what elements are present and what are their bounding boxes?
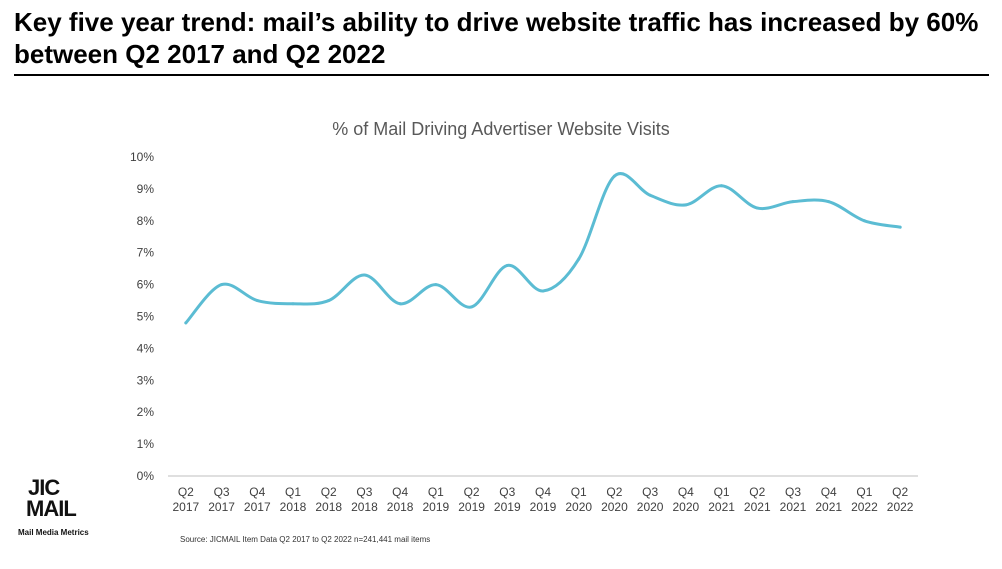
- y-tick-label: 9%: [137, 182, 155, 196]
- chart-title: % of Mail Driving Advertiser Website Vis…: [332, 119, 670, 139]
- x-tick-label: Q1 2022: [851, 485, 878, 514]
- logo-tagline: Mail Media Metrics: [18, 528, 89, 537]
- x-tick-label: Q4 2017: [244, 485, 271, 514]
- data-point: [434, 283, 438, 287]
- data-point: [398, 302, 402, 306]
- data-point: [255, 299, 259, 303]
- y-tick-label: 2%: [137, 405, 155, 419]
- x-tick-label: Q3 2019: [494, 485, 521, 514]
- data-point: [291, 302, 295, 306]
- data-point: [327, 299, 331, 303]
- source-note: Source: JICMAIL Item Data Q2 2017 to Q2 …: [180, 535, 431, 544]
- data-point: [541, 289, 545, 293]
- y-tick-label: 8%: [137, 214, 155, 228]
- x-tick-label: Q2 2018: [315, 485, 342, 514]
- data-point: [720, 184, 724, 188]
- y-tick-label: 6%: [137, 278, 155, 292]
- x-tick-label: Q4 2018: [387, 485, 414, 514]
- data-point: [755, 206, 759, 210]
- title-underline: [14, 74, 989, 76]
- data-point: [220, 283, 224, 287]
- page-title: Key five year trend: mail’s ability to d…: [14, 7, 979, 69]
- y-tick-label: 10%: [130, 150, 154, 164]
- x-tick-label: Q2 2022: [887, 485, 914, 514]
- y-tick-label: 4%: [137, 341, 155, 355]
- data-point: [791, 200, 795, 204]
- y-tick-label: 5%: [137, 310, 155, 324]
- logo-bottom-text: MAIL: [26, 496, 77, 521]
- x-tick-label: Q1 2020: [565, 485, 592, 514]
- x-tick-label: Q2 2021: [744, 485, 771, 514]
- x-tick-label: Q4 2019: [530, 485, 557, 514]
- series-line: [184, 172, 902, 325]
- data-point: [862, 219, 866, 223]
- data-point: [684, 203, 688, 207]
- x-tick-label: Q4 2021: [815, 485, 842, 514]
- data-point: [362, 273, 366, 277]
- x-tick-label: Q3 2017: [208, 485, 235, 514]
- data-point: [648, 193, 652, 197]
- data-point: [505, 263, 509, 267]
- x-tick-label: Q3 2021: [780, 485, 807, 514]
- jicmail-logo: JIC MAIL Mail Media Metrics: [18, 475, 98, 538]
- data-point: [827, 200, 831, 204]
- data-point: [612, 174, 616, 178]
- y-tick-label: 3%: [137, 373, 155, 387]
- x-tick-label: Q1 2018: [280, 485, 307, 514]
- data-point: [577, 257, 581, 261]
- x-tick-label: Q1 2021: [708, 485, 735, 514]
- x-tick-label: Q3 2020: [637, 485, 664, 514]
- x-tick-label: Q2 2020: [601, 485, 628, 514]
- y-tick-label: 7%: [137, 246, 155, 260]
- x-tick-label: Q3 2018: [351, 485, 378, 514]
- x-tick-label: Q1 2019: [423, 485, 450, 514]
- x-tick-label: Q2 2017: [173, 485, 200, 514]
- data-point: [470, 305, 474, 309]
- x-tick-label: Q4 2020: [673, 485, 700, 514]
- logo-top-text: JIC: [28, 475, 60, 500]
- y-tick-label: 1%: [137, 437, 155, 451]
- data-point: [898, 225, 902, 229]
- data-point: [184, 321, 188, 325]
- y-tick-label: 0%: [137, 469, 155, 483]
- x-tick-label: Q2 2019: [458, 485, 485, 514]
